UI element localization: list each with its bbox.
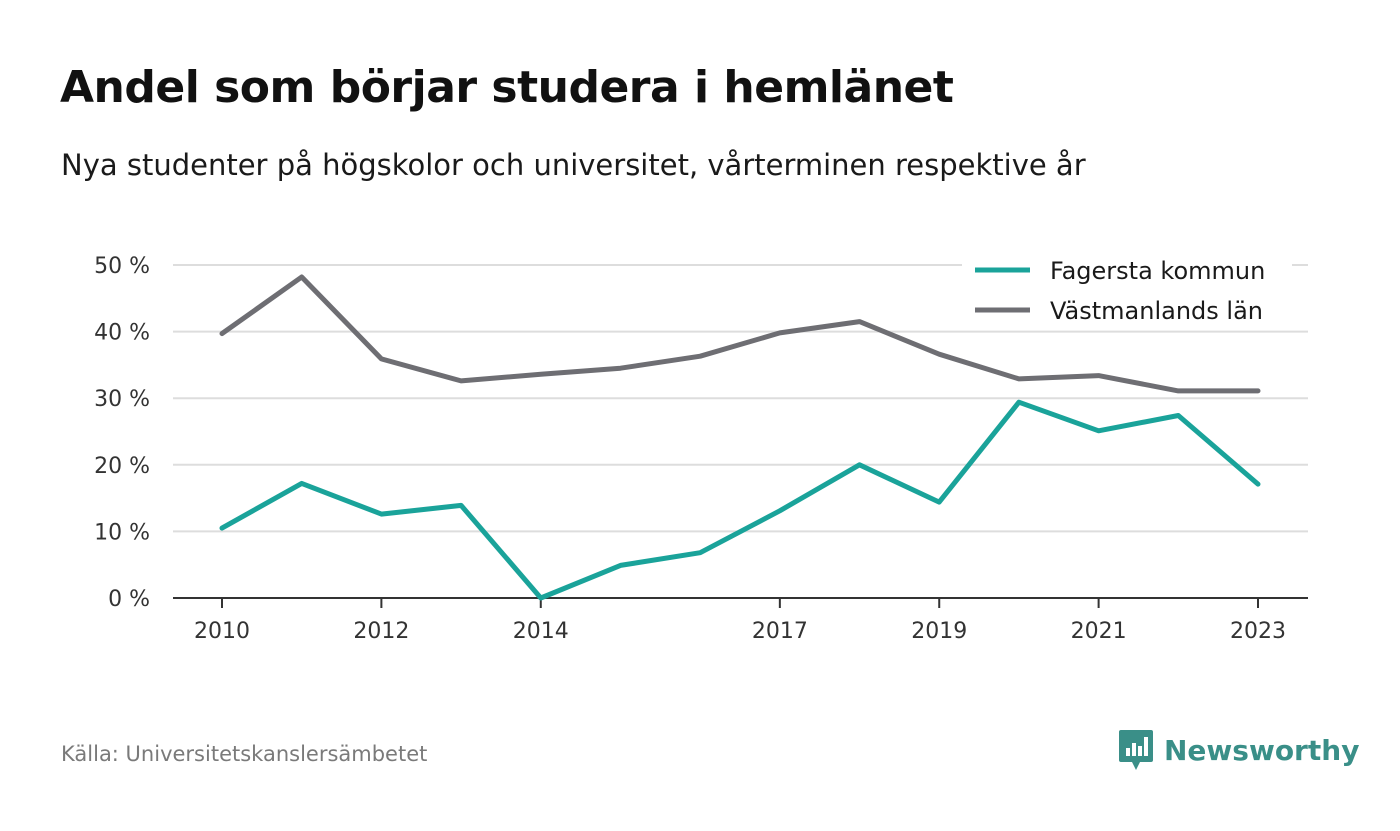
x-tick-label: 2017	[752, 619, 808, 644]
x-tick-label: 2019	[911, 619, 967, 644]
x-tick-label: 2014	[513, 619, 569, 644]
x-tick-label: 2010	[194, 619, 250, 644]
y-tick-label: 30 %	[94, 387, 150, 412]
series-lines	[219, 274, 1261, 601]
y-tick-label: 20 %	[94, 454, 150, 479]
series-line-0	[219, 399, 1261, 601]
x-tick-label: 2012	[353, 619, 409, 644]
legend: Fagersta kommun Västmanlands län	[962, 248, 1292, 330]
y-tick-label: 50 %	[94, 254, 150, 279]
y-tick-label: 10 %	[94, 520, 150, 545]
legend-label: Västmanlands län	[1050, 297, 1263, 325]
source-note: Källa: Universitetskanslersämbetet	[61, 742, 428, 766]
brand-logo: Newsworthy	[1118, 728, 1359, 772]
x-tick-label: 2021	[1071, 619, 1127, 644]
newsworthy-logo-icon	[1119, 730, 1153, 770]
y-tick-label: 0 %	[108, 587, 150, 612]
series-line-1	[219, 274, 1261, 394]
chart-subtitle: Nya studenter på högskolor och universit…	[61, 148, 1086, 182]
x-tick-label: 2023	[1230, 619, 1286, 644]
y-axis-ticks: 0 % 10 % 20 % 30 % 40 % 50 %	[94, 254, 150, 612]
y-tick-label: 40 %	[94, 321, 150, 346]
legend-background	[962, 248, 1292, 330]
x-axis-ticks: 2010 2012 2014 2017 2019 2021 2023	[173, 597, 1308, 644]
legend-label: Fagersta kommun	[1050, 257, 1265, 285]
chart-title: Andel som börjar studera i hemlänet	[60, 62, 954, 113]
brand-name: Newsworthy	[1164, 733, 1360, 767]
